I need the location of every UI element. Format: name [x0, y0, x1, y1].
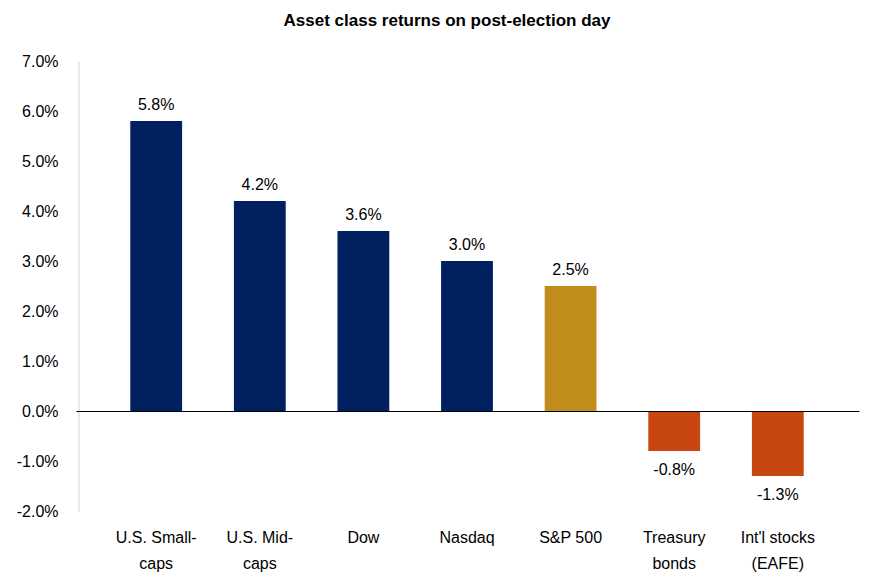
y-tick: 2.0%: [22, 303, 78, 320]
x-tick-label: Nasdaq: [439, 529, 494, 546]
x-tick: Int'l stocks (EAFE): [741, 411, 815, 572]
x-tick-label-line: Int'l stocks: [741, 529, 815, 546]
y-tick: -2.0%: [17, 503, 79, 520]
x-tick-label: Dow: [347, 529, 379, 546]
bar: [648, 411, 700, 451]
bar: [441, 261, 493, 411]
x-tick: U.S. Mid-caps: [226, 411, 293, 572]
y-tick-label: 5.0%: [22, 153, 58, 170]
x-tick-label: U.S. Mid-caps: [226, 529, 293, 572]
y-tick: 0.0%: [22, 403, 78, 420]
y-tick: 4.0%: [22, 203, 78, 220]
data-label: 3.0%: [449, 236, 485, 253]
y-axis-line: [79, 62, 80, 512]
y-tick-label: 2.0%: [22, 303, 58, 320]
y-tick-label: -1.0%: [17, 453, 59, 470]
data-label: -0.8%: [653, 461, 695, 478]
data-label: 5.8%: [138, 96, 174, 113]
x-tick-label-line: S&P 500: [539, 529, 602, 546]
data-label: 4.2%: [242, 176, 278, 193]
x-tick-label-line: (EAFE): [752, 555, 804, 572]
x-axis: U.S. Small-capsU.S. Mid-capsDowNasdaqS&P…: [77, 411, 860, 572]
x-tick-label: S&P 500: [539, 529, 602, 546]
x-tick: S&P 500: [539, 411, 602, 546]
x-tick-label-line: bonds: [652, 555, 696, 572]
y-tick-label: 7.0%: [22, 53, 58, 70]
y-tick-label: 1.0%: [22, 353, 58, 370]
x-tick-label-line: Treasury: [643, 529, 706, 546]
y-tick: 6.0%: [22, 103, 78, 120]
x-tick: Nasdaq: [439, 411, 494, 546]
x-tick-label: Treasury bonds: [643, 529, 706, 572]
y-tick-label: 6.0%: [22, 103, 58, 120]
bar: [234, 201, 286, 411]
bars: [130, 121, 803, 476]
y-tick: -1.0%: [17, 453, 79, 470]
y-tick: 7.0%: [22, 53, 78, 70]
y-tick-label: -2.0%: [17, 503, 59, 520]
title: Asset class returns on post-election day: [284, 11, 611, 30]
y-tick-label: 4.0%: [22, 203, 58, 220]
chart: Asset class returns on post-election day…: [0, 0, 873, 585]
x-tick-label-line: Dow: [347, 529, 379, 546]
x-tick: Treasury bonds: [643, 411, 706, 572]
y-tick-label: 0.0%: [22, 403, 58, 420]
y-tick: 1.0%: [22, 353, 78, 370]
x-tick-label-line: caps: [139, 555, 173, 572]
y-tick: 3.0%: [22, 253, 78, 270]
x-tick: Dow: [347, 411, 379, 546]
data-label: 2.5%: [552, 261, 588, 278]
x-tick-label-line: U.S. Mid-: [226, 529, 293, 546]
data-labels: 5.8% 4.2% 3.6% 3.0% 2.5% -0.8% -1.3%: [138, 96, 799, 503]
plot: -2.0% -1.0% 0.0% 1.0% 2.0% 3.0% 4.0% 5.0% 6.0% 7.…: [17, 53, 860, 572]
y-axis: -2.0% -1.0% 0.0% 1.0% 2.0% 3.0% 4.0% 5.0% 6.0% 7.…: [17, 53, 79, 520]
y-tick: 5.0%: [22, 153, 78, 170]
data-label: 3.6%: [345, 206, 381, 223]
bar: [545, 286, 597, 411]
bar: [130, 121, 182, 411]
x-tick-label-line: caps: [243, 555, 277, 572]
x-tick: U.S. Small-caps: [116, 411, 197, 572]
data-label: -1.3%: [757, 486, 799, 503]
x-tick-label-line: Nasdaq: [439, 529, 494, 546]
x-tick-label: Int'l stocks (EAFE): [741, 529, 815, 572]
x-axis-line: [77, 411, 860, 412]
x-tick-label: U.S. Small-caps: [116, 529, 197, 572]
y-tick-label: 3.0%: [22, 253, 58, 270]
x-tick-label-line: U.S. Small-: [116, 529, 197, 546]
bar: [338, 231, 390, 411]
bar: [752, 411, 804, 476]
